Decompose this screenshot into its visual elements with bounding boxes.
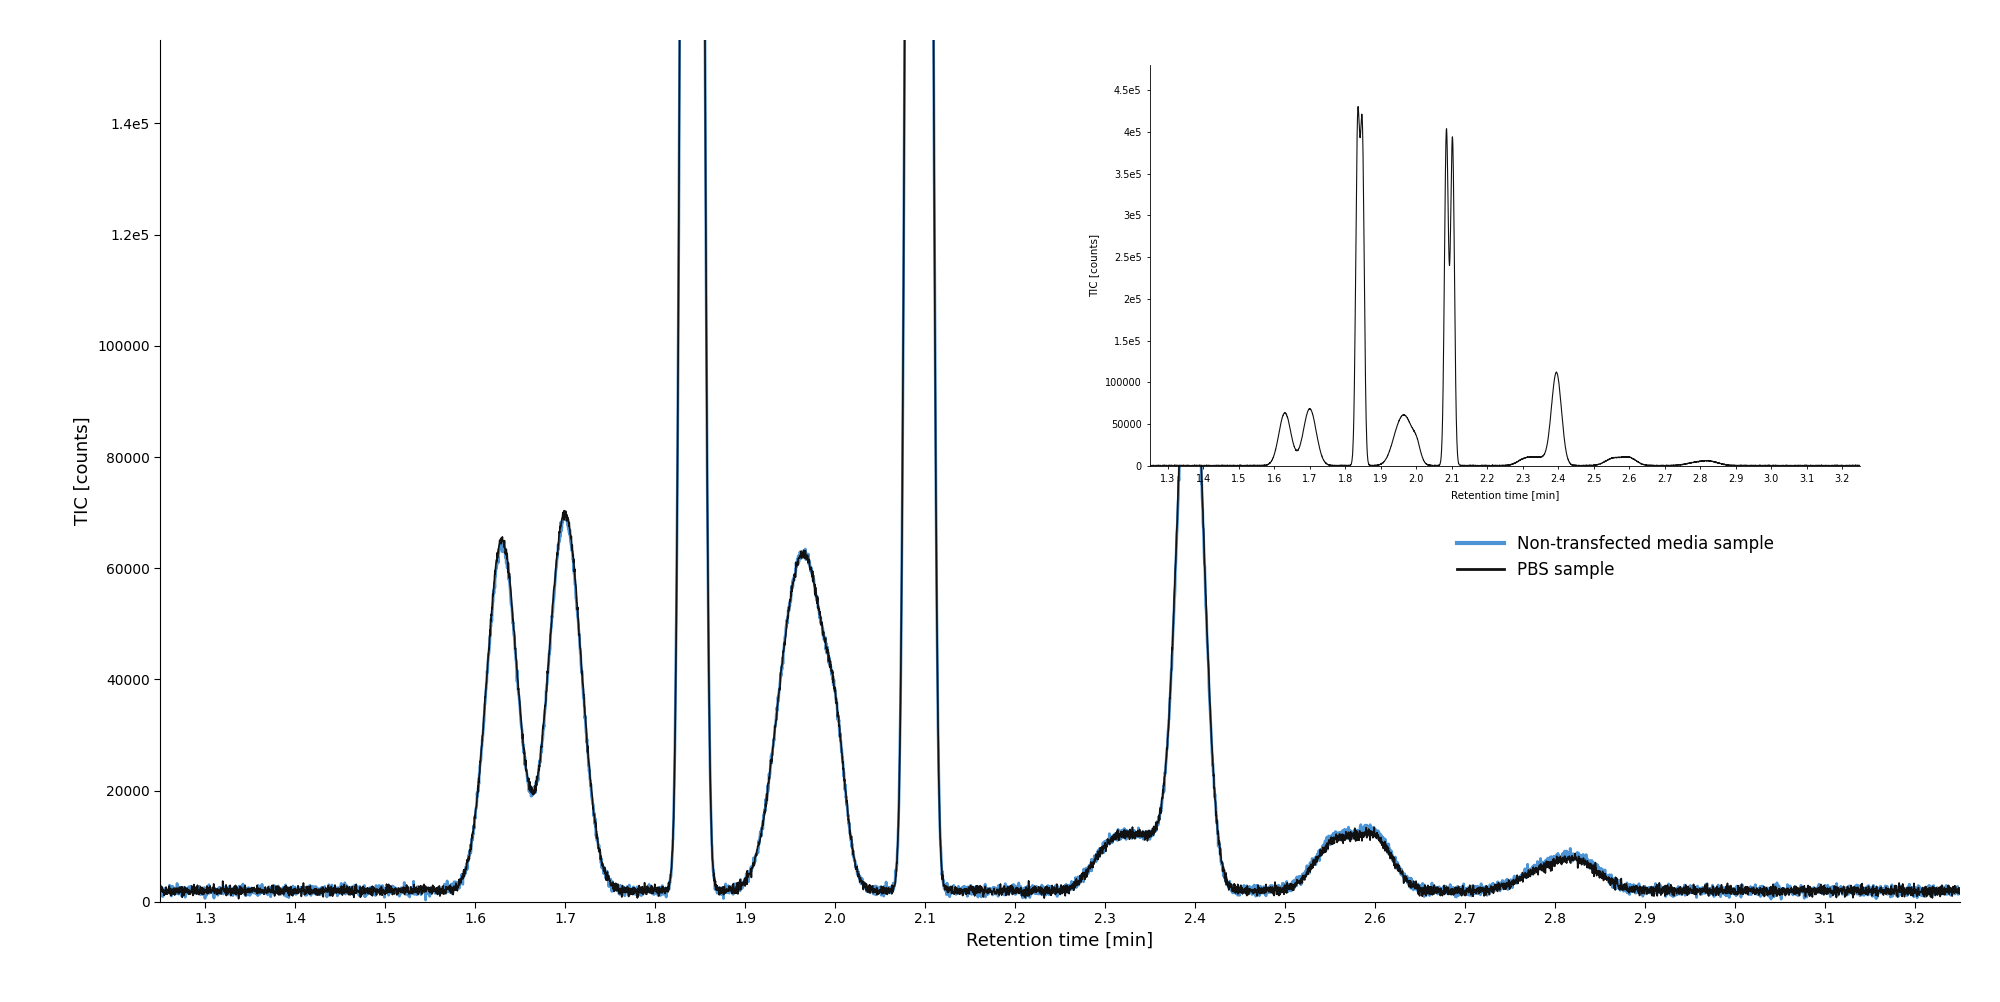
PBS sample [148, 884, 172, 896]
Non‑transfected media sample [1948, 883, 1972, 895]
PBS sample [1948, 888, 1972, 900]
Non‑transfected media sample [566, 615, 590, 627]
Non‑transfected media sample [414, 894, 438, 906]
Non‑transfected media sample [956, 883, 980, 895]
PBS sample [576, 739, 600, 752]
PBS sample [226, 893, 250, 905]
PBS sample [566, 615, 590, 627]
PBS sample [1934, 883, 1958, 895]
Non‑transfected media sample [148, 885, 172, 897]
Non‑transfected media sample [828, 714, 852, 726]
Non‑transfected media sample [576, 747, 600, 760]
Non‑transfected media sample [1934, 880, 1958, 892]
X-axis label: Retention time [min]: Retention time [min] [1450, 490, 1560, 500]
Line: Non‑transfected media sample: Non‑transfected media sample [160, 0, 1960, 900]
Non‑transfected media sample [586, 835, 610, 847]
Y-axis label: TIC [counts]: TIC [counts] [74, 417, 92, 525]
PBS sample [586, 831, 610, 843]
Legend: Non‑transfected media sample, PBS sample: Non‑transfected media sample, PBS sample [1450, 528, 1780, 586]
Y-axis label: TIC [counts]: TIC [counts] [1090, 234, 1100, 297]
Line: PBS sample: PBS sample [160, 0, 1960, 899]
PBS sample [828, 720, 852, 732]
PBS sample [956, 887, 980, 899]
X-axis label: Retention time [min]: Retention time [min] [966, 932, 1154, 950]
